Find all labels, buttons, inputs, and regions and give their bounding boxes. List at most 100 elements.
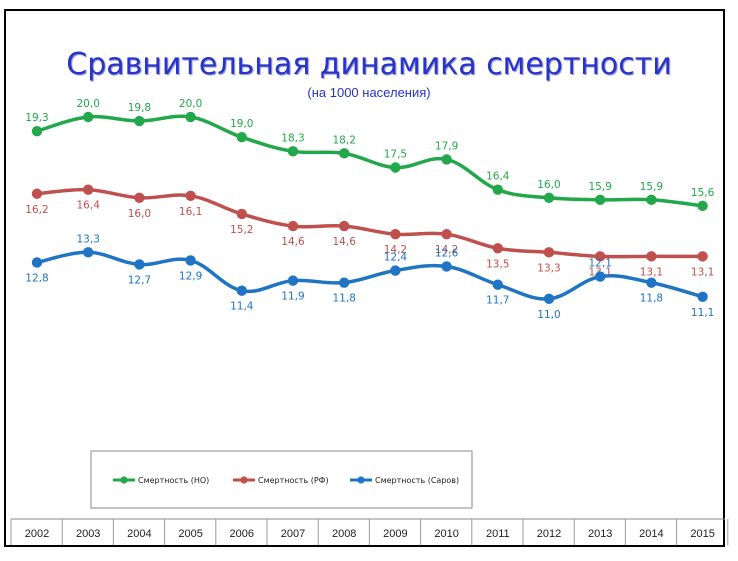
data-point <box>236 285 247 296</box>
x-tick-label: 2010 <box>434 528 458 540</box>
x-tick-label: 2007 <box>281 528 305 540</box>
data-label: 12,4 <box>384 252 408 264</box>
data-label: 17,9 <box>435 140 458 152</box>
data-point <box>185 190 196 201</box>
data-label: 20,0 <box>179 98 202 110</box>
series-line <box>36 250 704 301</box>
x-tick-label: 2013 <box>588 528 612 540</box>
data-point <box>390 162 401 173</box>
data-label: 19,8 <box>128 102 151 114</box>
data-point <box>595 194 606 206</box>
data-point <box>31 188 43 199</box>
data-label: 16,4 <box>486 171 510 183</box>
data-label: 12,8 <box>25 272 48 284</box>
data-point <box>339 277 350 288</box>
data-point <box>390 265 401 276</box>
data-label: 12,1 <box>589 258 612 270</box>
x-tick-label: 2002 <box>25 528 49 540</box>
data-point <box>697 200 708 212</box>
data-point <box>646 194 657 206</box>
data-point <box>287 146 299 157</box>
legend-marker <box>240 476 248 484</box>
data-point <box>287 220 299 232</box>
slide-subtitle: (на 1000 населения) <box>307 85 431 100</box>
data-point <box>31 257 43 268</box>
data-point <box>595 271 606 282</box>
data-label: 19,3 <box>25 112 48 124</box>
data-label: 11,8 <box>640 293 663 305</box>
x-tick-label: 2009 <box>383 528 407 540</box>
x-tick-label: 2012 <box>537 528 561 540</box>
data-point <box>595 251 606 262</box>
data-point <box>646 251 657 262</box>
x-tick-label: 2004 <box>127 528 151 540</box>
data-point <box>492 279 503 290</box>
data-point <box>83 111 94 123</box>
legend-box <box>90 450 473 509</box>
data-point <box>31 125 43 137</box>
data-point <box>185 255 196 266</box>
legend-label: Смертность (РФ) <box>258 476 329 485</box>
data-point <box>236 132 247 143</box>
data-point <box>236 208 247 220</box>
data-label: 11,4 <box>230 301 254 313</box>
data-label: 14,6 <box>281 236 305 248</box>
legend-label: Смертность (Саров) <box>375 476 459 485</box>
data-point <box>83 184 94 195</box>
data-point <box>646 277 657 288</box>
data-label: 14,2 <box>435 244 458 256</box>
data-label: 11,7 <box>486 295 509 307</box>
data-point <box>543 247 555 258</box>
data-point <box>287 275 299 286</box>
data-label: 14,2 <box>384 244 407 256</box>
data-label: 15,9 <box>640 181 663 193</box>
data-label: 11,8 <box>333 293 356 305</box>
data-label: 13,1 <box>691 266 714 278</box>
data-point <box>697 291 708 302</box>
data-label: 11,9 <box>281 291 304 303</box>
x-tick-label: 2006 <box>230 528 254 540</box>
data-label: 20,0 <box>77 98 100 110</box>
legend-label: Смертность (НО) <box>138 476 209 485</box>
data-point <box>83 247 94 258</box>
data-label: 16,2 <box>25 204 48 216</box>
data-label: 12,7 <box>128 274 151 286</box>
data-label: 16,4 <box>77 200 101 212</box>
data-point <box>134 115 145 127</box>
data-label: 15,2 <box>230 224 253 236</box>
legend-marker <box>120 476 128 484</box>
data-point <box>441 261 452 272</box>
data-label: 15,6 <box>691 187 715 199</box>
data-point <box>492 184 503 195</box>
data-label: 18,3 <box>281 132 304 144</box>
data-label: 13,1 <box>640 266 663 278</box>
data-point <box>543 293 555 304</box>
data-label: 13,5 <box>486 258 509 270</box>
data-label: 12,6 <box>435 247 459 259</box>
x-tick-label: 2008 <box>332 528 356 540</box>
x-tick-label: 2014 <box>639 528 663 540</box>
data-point <box>441 154 452 165</box>
data-label: 11,1 <box>691 307 714 319</box>
data-point <box>390 228 401 240</box>
x-tick-label: 2011 <box>486 528 510 540</box>
data-label: 17,5 <box>384 149 407 161</box>
data-label: 16,0 <box>128 208 151 220</box>
data-label: 11,0 <box>537 309 560 321</box>
data-point <box>543 192 555 203</box>
data-label: 13,3 <box>537 262 560 274</box>
data-label: 16,1 <box>179 206 202 218</box>
data-point <box>492 243 503 254</box>
data-point <box>134 259 145 270</box>
slide-title: Сравнительная динамика смертности <box>66 47 672 82</box>
data-label: 18,2 <box>333 134 356 146</box>
data-label: 16,0 <box>537 179 560 191</box>
x-tick-label: 2005 <box>178 528 202 540</box>
data-label: 15,9 <box>589 181 612 193</box>
data-point <box>134 192 145 203</box>
data-label: 13,3 <box>77 233 100 245</box>
legend-marker <box>357 476 365 484</box>
data-point <box>339 148 350 159</box>
data-point <box>185 111 196 123</box>
